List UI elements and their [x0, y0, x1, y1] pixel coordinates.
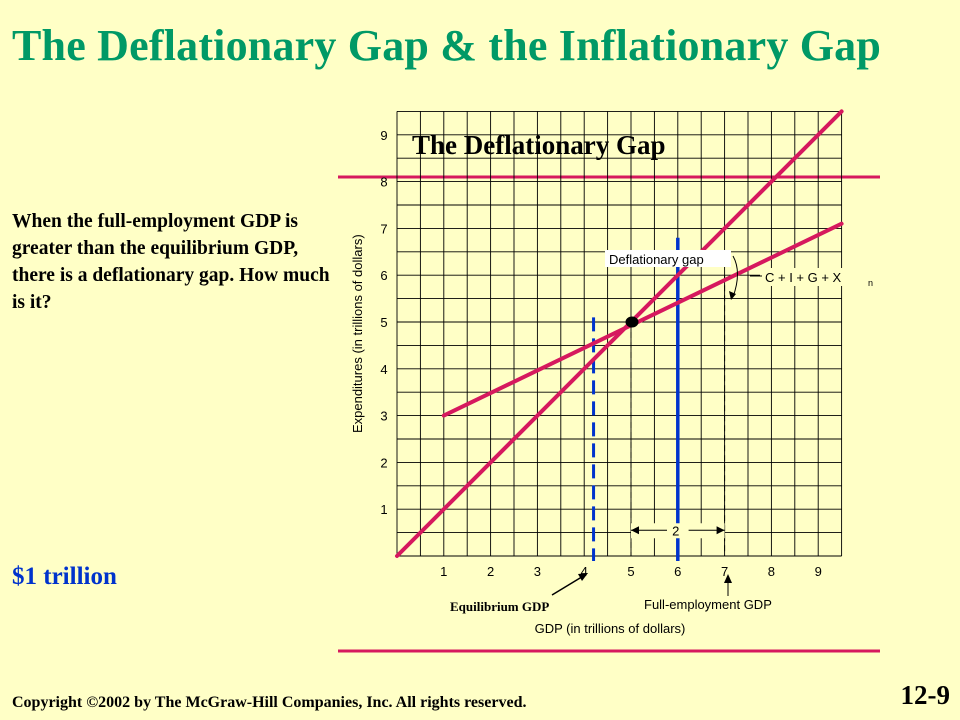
ae-line-label-subscript: n: [868, 278, 873, 288]
slide-title: The Deflationary Gap & the Inflationary …: [12, 21, 882, 70]
y-tick-label: 8: [380, 175, 387, 190]
y-tick-label: 3: [380, 409, 387, 424]
ae-label-bg: [760, 268, 878, 286]
x-tick-label: 5: [627, 564, 634, 579]
full-employment-gdp-label: Full-employment GDP: [644, 597, 772, 612]
equilibrium-gdp-arrowhead: [578, 573, 588, 581]
deflationary-gap-label: Deflationary gap: [609, 252, 704, 267]
full-employment-gdp-arrowhead: [724, 574, 732, 583]
deflationary-gap-arrowhead: [729, 291, 736, 300]
y-tick-label: 7: [380, 221, 387, 236]
span-marker-bg: [631, 523, 725, 539]
span-marker-label: 2: [672, 523, 679, 538]
x-tick-label: 4: [581, 564, 588, 579]
equilibrium-gdp-label: Equilibrium GDP: [450, 599, 549, 614]
equilibrium-point: [625, 316, 639, 328]
y-tick-label: 1: [380, 502, 387, 517]
copyright-text: Copyright ©2002 by The McGraw-Hill Compa…: [12, 694, 527, 711]
grid: [396, 110, 843, 557]
deflationary-gap-pointer: [732, 255, 738, 298]
line-45-degree: [395, 109, 844, 558]
span-arrowhead-right: [716, 526, 725, 535]
y-tick-label: 9: [380, 128, 387, 143]
x-tick-label: 8: [768, 564, 775, 579]
x-tick-label: 3: [534, 564, 541, 579]
x-axis-label: GDP (in trillions of dollars): [535, 621, 686, 636]
span-arrowhead-left: [631, 526, 639, 535]
y-tick-label: 6: [380, 268, 387, 283]
question-text: When the full-employment GDP is greater …: [12, 211, 330, 313]
x-tick-label: 9: [815, 564, 822, 579]
slide-number: 12-9: [900, 680, 951, 710]
answer-text: $1 trillion: [12, 563, 117, 590]
ae-line-label: C + I + G + X: [765, 270, 842, 285]
y-tick-label: 2: [380, 455, 387, 470]
equilibrium-gdp-arrow: [551, 574, 586, 596]
y-tick-label: 5: [380, 315, 387, 330]
deflationary-gap-label-bg: [605, 250, 731, 267]
y-axis-label: Expenditures (in trillions of dollars): [350, 234, 365, 433]
aggregate-expenditure-line: [441, 221, 844, 418]
y-tick-label: 4: [380, 362, 387, 377]
x-tick-label: 1: [440, 564, 447, 579]
x-tick-label: 2: [487, 564, 494, 579]
x-tick-label: 7: [721, 564, 728, 579]
x-tick-label: 6: [674, 564, 681, 579]
